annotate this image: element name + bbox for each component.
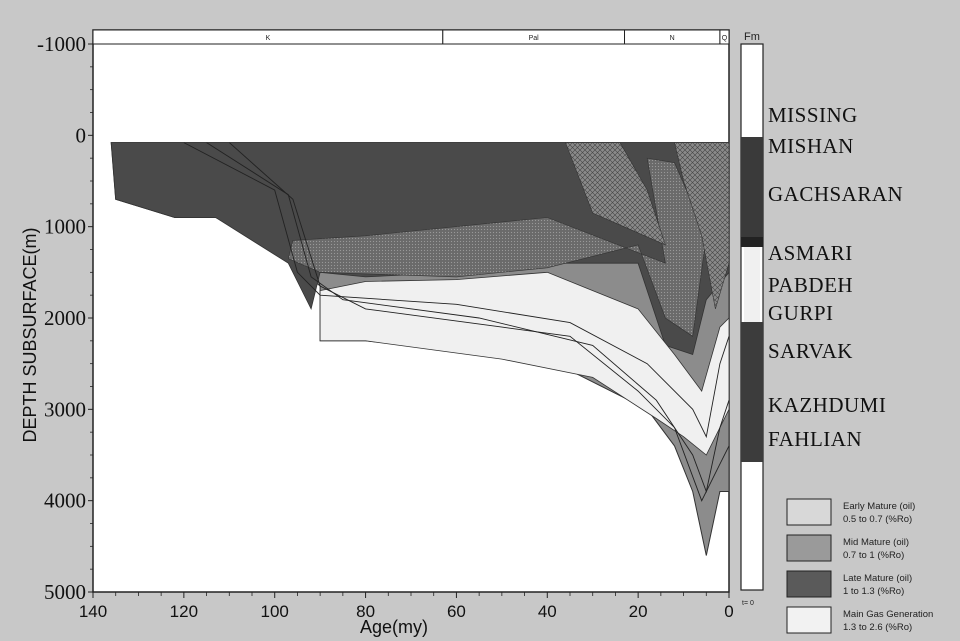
period-label: N [670,35,675,42]
formation-label-asmari: ASMARI [768,241,853,265]
column-bottom-label: t= 0 [742,600,754,607]
y-tick-label: 5000 [44,580,86,604]
formation-labels: MISSING MISHAN GACHSARAN ASMARI PABDEH GURPI S… [768,103,903,451]
formation-label-mishan: MISHAN [768,134,854,158]
formation-column-dark-section-2 [741,237,763,247]
formation-label-pabdeh: PABDEH [768,273,853,297]
legend-swatch [786,498,832,526]
y-axis-ticks: -1000 0 1000 2000 3000 4000 5000 [37,32,93,604]
burial-isoline [229,142,730,502]
x-tick-label: 20 [629,602,648,621]
formation-label-missing: MISSING [768,103,858,127]
y-tick-label: 1000 [44,215,86,239]
x-tick-label: 140 [79,602,107,621]
legend-label: Main Gas Generation [843,609,933,620]
formation-column-light-section [744,247,760,322]
period-label: K [266,35,271,42]
period-label: Q [722,35,728,42]
y-tick-label: 3000 [44,397,86,421]
formation-label-gachsaran: GACHSARAN [768,182,903,206]
y-tick-label: -1000 [37,32,86,56]
legend-label: Early Mature (oil) [843,501,915,512]
period-cell [719,29,730,45]
burial-isolines [183,142,730,502]
formation-column: Fm t= 0 [740,31,764,607]
formation-hatch-areas [287,142,730,337]
y-tick-label: 2000 [44,306,86,330]
x-tick-label: 100 [261,602,289,621]
burial-isoline [206,142,730,494]
x-axis-title: Age(my) [360,617,428,637]
legend-range: 0.5 to 0.7 (%Ro) [843,514,912,525]
hatch-area-asmari [565,142,666,246]
x-tick-label: 40 [538,602,557,621]
x-tick-label: 120 [170,602,198,621]
formation-column-dark-section [741,137,763,237]
legend-range: 0.7 to 1 (%Ro) [843,550,904,561]
legend-swatch [786,570,832,598]
legend-range: 1.3 to 2.6 (%Ro) [843,622,912,633]
formation-label-kazhdumi: KAZHDUMI [768,393,886,417]
legend-swatch [786,606,832,634]
formation-label-gurpi: GURPI [768,301,834,325]
legend-swatch [786,534,832,562]
fm-header: Fm [744,31,760,43]
geologic-period-bar: K Pal N Q [92,29,730,45]
hatch-area-gachsaran [674,142,730,309]
burial-isoline [183,142,730,439]
formation-column-dark-section-3 [741,322,763,462]
formation-label-fahlian: FAHLIAN [768,427,862,451]
legend-label: Mid Mature (oil) [843,537,909,548]
formation-label-sarvak: SARVAK [768,339,853,363]
zone-main-gas-generation [319,271,730,456]
legend-label: Late Mature (oil) [843,573,912,584]
x-axis-ticks: 140 120 100 80 60 40 20 0 [79,592,734,621]
y-tick-label: 4000 [44,489,86,513]
y-tick-label: 0 [76,123,87,147]
x-tick-label: 80 [356,602,375,621]
x-tick-label: 60 [447,602,466,621]
x-tick-label: 0 [724,602,733,621]
period-label: Pal [529,35,540,42]
legend: Early Mature (oil) 0.5 to 0.7 (%Ro) Mid Ma… [786,498,933,634]
y-axis-title: DEPTH SUBSURFACE(m) [20,227,40,442]
legend-range: 1 to 1.3 (%Ro) [843,586,904,597]
